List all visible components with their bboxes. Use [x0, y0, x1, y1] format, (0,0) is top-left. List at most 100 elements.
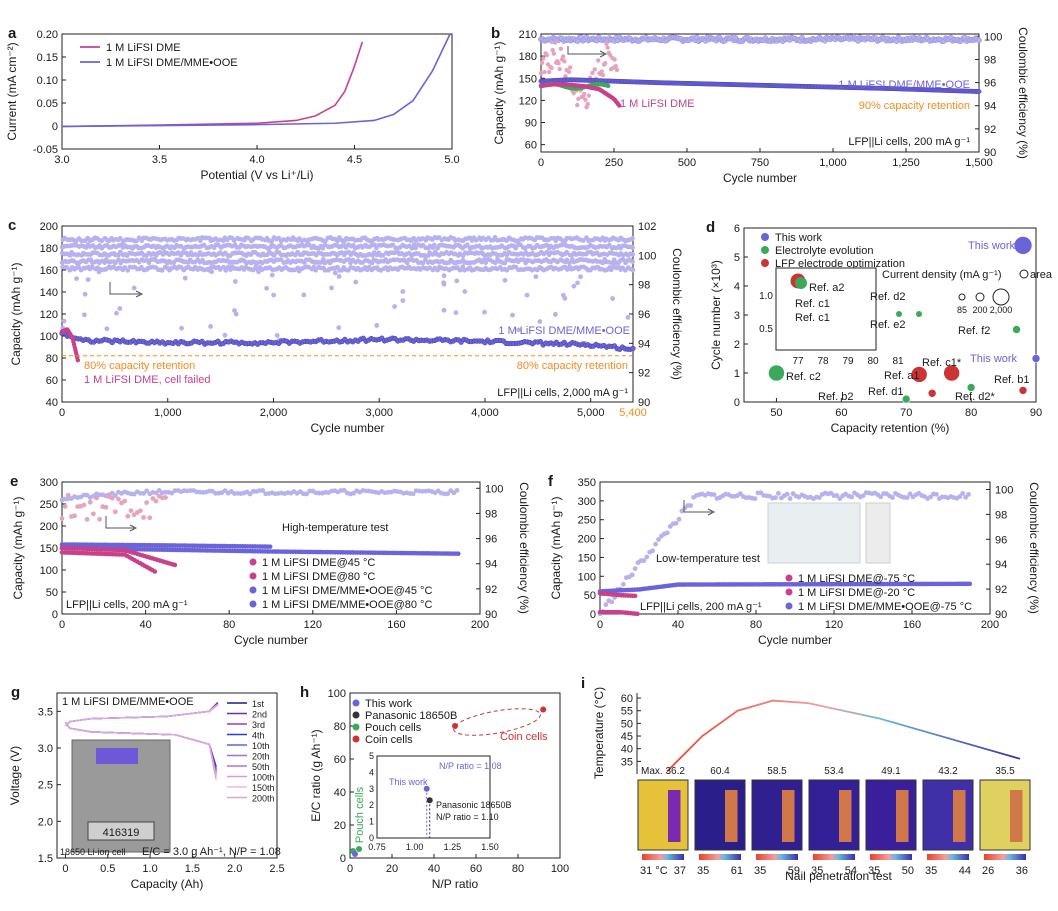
- y-tick-label: 100: [40, 565, 58, 577]
- thermal-max: 49.1: [881, 766, 901, 777]
- ce-point-dme: [144, 500, 150, 505]
- ce-point-dme: [612, 57, 617, 62]
- legend-entry: 100th: [252, 773, 275, 783]
- inset-label: Ref. c1: [795, 312, 830, 324]
- x-tick-label: 1,000: [154, 407, 182, 419]
- inset-y-tick: 0.5: [759, 324, 773, 335]
- ce-point: [313, 267, 319, 273]
- ce-point-dme: [103, 504, 109, 510]
- ce-point: [454, 487, 460, 493]
- ce-point: [271, 292, 277, 298]
- ce-point: [976, 37, 982, 44]
- y2-tick-label: 98: [984, 54, 996, 66]
- legend-marker: [352, 735, 360, 743]
- size-legend-value: 200: [972, 305, 987, 315]
- ce-point: [510, 312, 515, 318]
- ce-point: [483, 260, 489, 266]
- x-tick-label: 40: [139, 619, 151, 631]
- y-tick-label: 1: [734, 368, 740, 380]
- ce-point-dme: [81, 502, 87, 508]
- y-tick-label: 100: [328, 688, 346, 700]
- x-tick-label: 4.0: [249, 154, 264, 166]
- x-tick-label: 1,250: [892, 157, 920, 169]
- cell-label: LFP||Li cells, 2,000 mA g⁻¹: [497, 387, 628, 399]
- photo-cell: [96, 748, 138, 764]
- y-tick-label: 60: [334, 754, 346, 766]
- size-legend-value: 2,000: [990, 305, 1013, 315]
- ce-point: [117, 249, 123, 255]
- ce-point-dme: [163, 495, 168, 500]
- capacity-point: [632, 593, 638, 599]
- legend-entry: 1 M LiFSI DME@-75 °C: [798, 573, 915, 585]
- inset-y-tick: 1: [369, 817, 374, 827]
- ce-point: [606, 242, 612, 248]
- ce-point: [336, 325, 342, 331]
- photo-thermometer: [865, 502, 891, 564]
- thermal-max: 60.4: [710, 766, 730, 777]
- y-tick-label: 140: [40, 287, 58, 299]
- y2-tick-label: 92: [485, 584, 497, 596]
- x-tick-label: 500: [678, 157, 696, 169]
- x-tick-label: 2.5: [269, 863, 284, 875]
- x-axis-label: Cycle number: [758, 633, 832, 647]
- ce-point: [711, 492, 717, 497]
- charge-curve: [64, 704, 219, 727]
- capacity-point-green: [605, 83, 611, 89]
- ce-point-dme: [541, 56, 546, 61]
- ce-point: [420, 260, 426, 266]
- size-legend-circle: [992, 288, 1010, 306]
- ce-point-dme: [90, 511, 96, 517]
- thermal-max: 58.5: [767, 766, 787, 777]
- ce-point: [117, 306, 123, 311]
- ce-point: [85, 277, 91, 282]
- ce-point: [264, 285, 269, 291]
- ce-point: [787, 496, 793, 501]
- ce-point-dme: [607, 52, 613, 58]
- y2-tick-label: 98: [638, 280, 650, 292]
- x-axis-label: Nail penetration test: [785, 869, 892, 883]
- x-tick-label: 160: [903, 619, 921, 631]
- y2-axis-label: Coulombic efficiency (%): [1027, 482, 1041, 614]
- ce-point: [208, 324, 214, 329]
- y-tick-label: 200: [40, 221, 58, 233]
- y-tick-label: 2: [734, 339, 740, 351]
- y-tick-label: -0.05: [33, 144, 58, 156]
- inset-point: [795, 277, 807, 289]
- y-tick-label: 20: [334, 820, 346, 832]
- panel-letter: a: [8, 25, 17, 42]
- thermal-cell: [953, 790, 966, 842]
- ce-point: [409, 245, 415, 251]
- ce-point-dme: [585, 101, 590, 107]
- y2-tick-label: 100: [995, 484, 1013, 496]
- legend-marker: [761, 246, 769, 254]
- x-tick-label: 50: [770, 407, 782, 419]
- x-tick-label: 0: [597, 619, 603, 631]
- data-point: [1031, 354, 1041, 363]
- y2-tick-label: 94: [638, 338, 650, 350]
- ce-point-dme: [560, 54, 566, 59]
- ce-point: [625, 314, 631, 320]
- y-tick-label: 50: [584, 590, 596, 602]
- thermal-high: 61: [731, 865, 743, 877]
- ce-point-dme: [557, 66, 562, 72]
- ce-point: [524, 292, 530, 298]
- y-tick-label: 60: [621, 693, 633, 705]
- x-tick-label: 120: [304, 619, 322, 631]
- y-tick-label: 2.0: [38, 816, 53, 828]
- series-label: 1 M LiFSI DME/MME•OOE: [838, 79, 970, 91]
- y2-tick-label: 92: [984, 124, 996, 136]
- ce-point: [688, 503, 694, 508]
- ce-point: [296, 268, 302, 274]
- ce-point: [600, 260, 606, 266]
- legend-entry: 1 M LiFSI DME@45 °C: [262, 557, 375, 569]
- inset-x-tick: 0.75: [368, 842, 386, 852]
- ce-point: [182, 275, 188, 281]
- y-tick-label: 120: [40, 309, 58, 321]
- ce-point: [578, 274, 583, 280]
- thermal-low: 35: [754, 865, 766, 877]
- point-label: Ref. c1*: [922, 357, 962, 369]
- legend-entry: 4th: [252, 731, 265, 741]
- y2-tick-label: 98: [485, 508, 497, 520]
- x-tick-label: 0: [59, 407, 65, 419]
